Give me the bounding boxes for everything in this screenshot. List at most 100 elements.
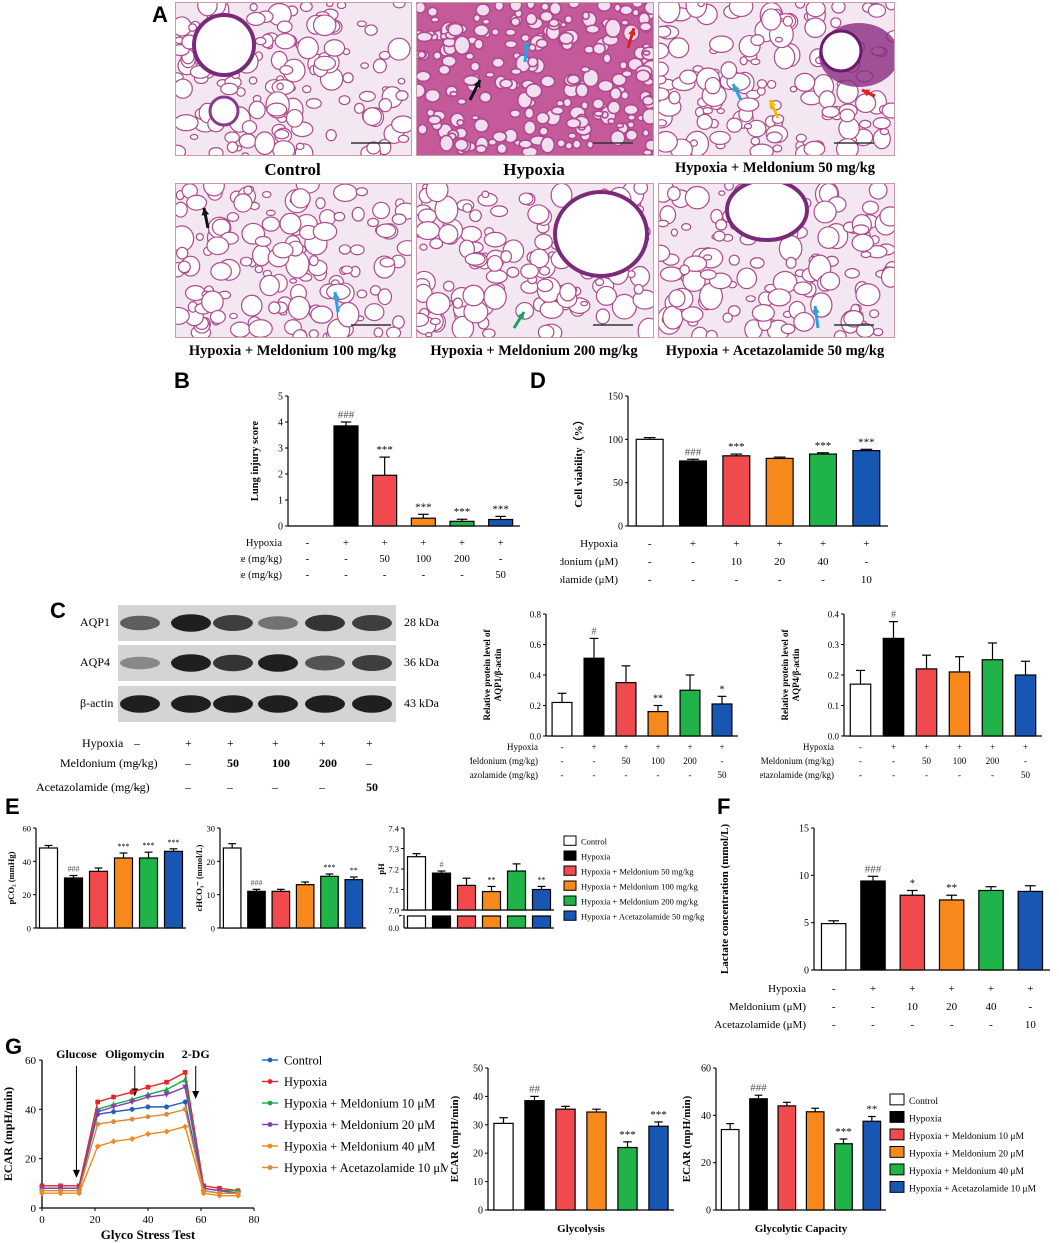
condition-value: 10 bbox=[1025, 1019, 1037, 1031]
blot-condition-value: – bbox=[134, 756, 140, 770]
histology-image-3 bbox=[658, 2, 895, 156]
y-tick-label: 10 bbox=[799, 871, 809, 882]
condition-label: Meldonium (mg/kg) bbox=[761, 756, 834, 766]
series-point bbox=[76, 1188, 82, 1194]
blot-band bbox=[171, 614, 211, 632]
condition-value: - bbox=[691, 556, 695, 568]
condition-value: - bbox=[625, 770, 628, 780]
blot-condition-value: 50 bbox=[227, 756, 239, 770]
blot-protein-label: AQP4 bbox=[80, 655, 111, 669]
condition-value: 200 bbox=[986, 756, 1000, 766]
significance-label: *** bbox=[376, 444, 393, 456]
x-tick-label: 0 bbox=[39, 1214, 45, 1226]
condition-value: - bbox=[950, 1019, 954, 1031]
condition-value: - bbox=[859, 756, 862, 766]
condition-value: - bbox=[306, 554, 310, 565]
histology-image-4 bbox=[175, 183, 412, 338]
condition-label: Hypoxia bbox=[580, 538, 618, 550]
bar bbox=[247, 890, 266, 929]
y-axis-label: AQP4/β-actin bbox=[791, 649, 801, 702]
y-tick-label: 2 bbox=[278, 470, 283, 481]
blot-band bbox=[213, 654, 253, 672]
histology-caption: Hypoxia + Meldonium 50 mg/kg bbox=[674, 160, 875, 176]
condition-value: 100 bbox=[415, 554, 431, 565]
y-axis-label: Lactate concentration (mmol/L) bbox=[719, 824, 731, 975]
legend-swatch bbox=[563, 835, 577, 846]
legend-swatch bbox=[563, 880, 577, 891]
y-tick-label: 0.1 bbox=[828, 701, 839, 711]
condition-value: - bbox=[1028, 1001, 1032, 1013]
legend-label: Hypoxia bbox=[581, 852, 611, 862]
histology-caption: Hypoxia bbox=[503, 160, 565, 179]
legend-label: Hypoxia + Meldonium 10 μM bbox=[909, 1132, 1024, 1142]
significance-label: *** bbox=[835, 1126, 852, 1138]
blot-band bbox=[352, 655, 392, 671]
series-point bbox=[58, 1188, 63, 1194]
condition-value: 100 bbox=[651, 756, 665, 766]
bar bbox=[978, 889, 1004, 971]
y-tick-label: 0.3 bbox=[828, 640, 840, 650]
bar bbox=[1014, 674, 1037, 737]
series-line bbox=[42, 1101, 239, 1194]
condition-value: - bbox=[734, 574, 738, 586]
glycolysis-chart: 0 10 20 30 40 50 ECAR (mpH/min) ## *** *** Glycoly… bbox=[449, 1064, 674, 1235]
x-axis-label: Glycolytic Capacity bbox=[755, 1223, 848, 1235]
blot-strip bbox=[118, 605, 396, 641]
bar bbox=[648, 1125, 669, 1211]
series-point bbox=[57, 1190, 64, 1197]
y-tick-label: 0.0 bbox=[530, 732, 542, 742]
panel-letter-c: C bbox=[50, 598, 66, 623]
significance-label: *** bbox=[454, 506, 471, 518]
bar-base bbox=[406, 915, 427, 929]
significance-label: # bbox=[891, 610, 896, 621]
bar bbox=[410, 517, 436, 527]
legend-label: Hypoxia + Meldonium 40 μM bbox=[284, 1140, 435, 1154]
condition-value: - bbox=[460, 570, 464, 581]
condition-value: 50 bbox=[622, 756, 632, 766]
blot-band bbox=[305, 655, 345, 671]
y-tick-label: 15 bbox=[799, 824, 809, 835]
condition-value: + bbox=[777, 538, 783, 550]
blot-condition-value: 50 bbox=[366, 780, 378, 794]
condition-value: - bbox=[958, 770, 961, 780]
condition-value: + bbox=[1023, 742, 1028, 752]
condition-value: - bbox=[832, 983, 836, 995]
condition-value: - bbox=[989, 1019, 993, 1031]
condition-label: Acetazolamide (mg/kg) bbox=[470, 770, 538, 780]
bar bbox=[524, 1100, 545, 1211]
legend-label: Hypoxia + Meldonium 20 μM bbox=[284, 1118, 435, 1132]
condition-value: + bbox=[733, 538, 739, 550]
significance-label: *** bbox=[815, 440, 832, 452]
panel-letter-a: A bbox=[152, 2, 168, 27]
significance-label: ** bbox=[350, 866, 358, 875]
condition-value: 20 bbox=[774, 556, 786, 568]
condition-value: - bbox=[648, 556, 652, 568]
bar bbox=[617, 1146, 638, 1211]
significance-label: ### bbox=[865, 863, 882, 875]
condition-value: 40 bbox=[986, 1001, 998, 1013]
y-tick-label: 0.2 bbox=[530, 701, 541, 711]
condition-value: + bbox=[719, 742, 724, 752]
legend-marker bbox=[267, 1057, 273, 1063]
blot-size-label: 36 kDa bbox=[404, 655, 439, 669]
y-tick-label: 20 bbox=[23, 890, 32, 900]
y-tick-label: 0.0 bbox=[388, 923, 399, 933]
blot-band bbox=[258, 695, 298, 713]
blot-size-label: 43 kDa bbox=[404, 696, 439, 710]
bar bbox=[862, 1120, 882, 1211]
y-tick-label: 7.2 bbox=[388, 865, 399, 875]
condition-value: - bbox=[499, 554, 503, 565]
condition-value: 10 bbox=[861, 574, 873, 586]
blot-band bbox=[258, 654, 298, 672]
condition-value: - bbox=[871, 1019, 875, 1031]
y-tick-label: 60 bbox=[701, 1064, 711, 1075]
significance-label: ** bbox=[488, 875, 496, 884]
bar bbox=[138, 857, 159, 929]
y-tick-label: 10 bbox=[473, 1177, 483, 1188]
legend-swatch bbox=[563, 910, 577, 921]
bar bbox=[481, 890, 502, 911]
legend-marker bbox=[267, 1100, 273, 1106]
y-tick-label: 20 bbox=[207, 857, 216, 867]
condition-label: Acetazolamide (μM) bbox=[560, 574, 618, 586]
